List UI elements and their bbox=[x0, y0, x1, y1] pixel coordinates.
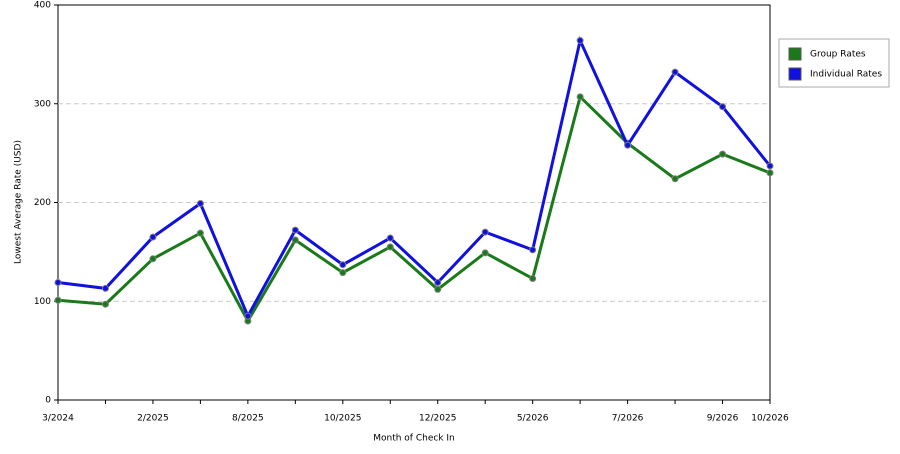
point bbox=[671, 175, 679, 183]
point bbox=[101, 300, 109, 308]
x-tick-label: 3/2024 bbox=[42, 414, 74, 424]
series-line bbox=[57, 93, 771, 325]
point bbox=[529, 246, 537, 254]
point bbox=[576, 37, 584, 45]
point bbox=[671, 68, 679, 76]
x-tick-label: 10/2025 bbox=[324, 414, 361, 424]
point bbox=[386, 243, 394, 251]
point bbox=[481, 249, 489, 257]
point bbox=[149, 233, 157, 241]
y-tick-label: 400 bbox=[34, 1, 51, 11]
y-tick-label: 300 bbox=[34, 99, 51, 109]
series-line bbox=[57, 35, 772, 320]
x-axis-label: Month of Check In bbox=[373, 434, 455, 444]
point bbox=[196, 229, 204, 237]
point bbox=[576, 93, 584, 101]
point bbox=[54, 296, 62, 304]
point bbox=[481, 228, 489, 236]
y-tick-label: 0 bbox=[45, 396, 51, 406]
point bbox=[291, 236, 299, 244]
point bbox=[149, 255, 157, 263]
point bbox=[339, 269, 347, 277]
x-tick-label: 5/2026 bbox=[517, 414, 549, 424]
point bbox=[719, 150, 727, 158]
x-tick-label: 8/2025 bbox=[232, 414, 264, 424]
legend-label: Individual Rates bbox=[810, 70, 882, 80]
legend-swatch bbox=[788, 47, 802, 61]
x-tick-label: 9/2026 bbox=[707, 414, 739, 424]
point bbox=[719, 103, 727, 111]
y-axis-label: Lowest Average Rate (USD) bbox=[14, 140, 24, 264]
y-tick-label: 200 bbox=[34, 198, 51, 208]
point bbox=[291, 226, 299, 234]
point bbox=[766, 162, 774, 170]
x-tick-label: 12/2025 bbox=[419, 414, 456, 424]
point bbox=[434, 278, 442, 286]
point bbox=[54, 278, 62, 286]
point bbox=[434, 285, 442, 293]
legend-swatch bbox=[788, 67, 802, 81]
legend-label: Group Rates bbox=[810, 50, 866, 60]
point bbox=[101, 284, 109, 292]
y-tick-label: 100 bbox=[34, 297, 51, 307]
point bbox=[624, 141, 632, 149]
x-tick-label: 10/2026 bbox=[751, 414, 789, 424]
point bbox=[244, 312, 252, 320]
point bbox=[339, 261, 347, 269]
point bbox=[386, 234, 394, 242]
point bbox=[196, 199, 204, 207]
x-tick-label: 2/2025 bbox=[137, 414, 169, 424]
x-tick-label: 7/2026 bbox=[612, 414, 644, 424]
point bbox=[529, 275, 537, 283]
point bbox=[766, 169, 774, 177]
